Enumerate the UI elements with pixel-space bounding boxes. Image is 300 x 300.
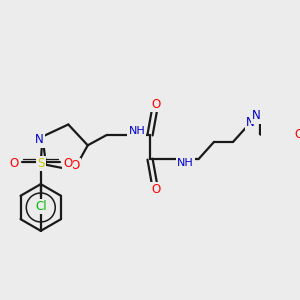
Text: NH: NH [177,158,194,169]
Text: N: N [246,116,255,129]
Text: NH: NH [128,127,145,136]
Text: O: O [70,159,80,172]
Text: O: O [152,98,161,111]
Text: Cl: Cl [35,200,46,213]
Text: O: O [63,157,72,170]
Text: O: O [152,183,161,196]
Text: S: S [37,157,44,170]
Text: N: N [252,110,261,122]
Text: O: O [294,128,300,141]
Text: O: O [9,157,19,170]
Text: N: N [35,134,44,146]
